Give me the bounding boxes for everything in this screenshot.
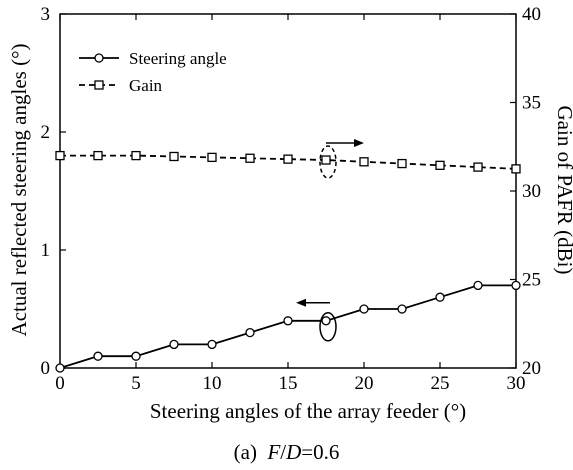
y-right-axis-ticks: 20 25 30 35 40: [510, 4, 541, 379]
data-point-steering-angle: [321, 316, 331, 326]
data-point-gain: [245, 153, 255, 163]
data-point-gain: [207, 152, 217, 163]
y-right-tick-label: 25: [522, 270, 541, 291]
data-point-steering-angle: [435, 292, 445, 302]
data-point-gain: [169, 151, 179, 162]
y-tick-label: 2: [41, 122, 51, 143]
y-axis-ticks: 0 1 2 3: [41, 4, 66, 379]
data-point-gain: [283, 154, 293, 164]
annotation-ellipse-right: [319, 145, 337, 179]
legend-label-steering-angle: Steering angle: [129, 49, 227, 68]
data-point-gain: [131, 150, 141, 161]
legend-marker-gain: [94, 80, 104, 90]
series-line-steering-angle: [59, 284, 516, 369]
x-tick-label: 10: [203, 373, 222, 394]
data-point-steering-angle: [55, 363, 65, 373]
caption-f: F: [267, 440, 281, 464]
y-axis-label: Actual reflected steering angles (°): [7, 44, 31, 337]
data-point-gain: [321, 155, 331, 165]
x-tick-label: 30: [507, 373, 526, 394]
x-axis-ticks: 0 5 10 15 20 25 30: [55, 14, 526, 394]
legend-label-gain: Gain: [129, 76, 163, 95]
series-layer: [55, 150, 521, 373]
data-point-gain: [359, 157, 369, 167]
data-point-gain: [473, 162, 483, 172]
y-right-tick-label: 30: [522, 181, 541, 202]
legend: Steering angle Gain: [79, 49, 227, 95]
data-point-gain: [55, 150, 65, 161]
x-tick-label: 5: [131, 373, 141, 394]
data-point-gain: [511, 164, 521, 174]
data-point-steering-angle: [131, 351, 141, 361]
x-tick-label: 15: [279, 373, 298, 394]
x-tick-label: 25: [431, 373, 450, 394]
x-tick-label: 20: [355, 373, 374, 394]
data-point-steering-angle: [245, 327, 255, 338]
y-tick-label: 3: [41, 4, 51, 25]
x-axis-label: Steering angles of the array feeder (°): [150, 399, 466, 423]
figure-caption: (a) F/D=0.6: [0, 440, 573, 465]
caption-prefix: (a): [233, 440, 257, 464]
caption-value: =0.6: [301, 440, 340, 464]
annotation-arrow-left-head: [296, 298, 306, 307]
data-point-steering-angle: [359, 304, 369, 314]
data-point-steering-angle: [169, 339, 179, 350]
y-tick-label: 0: [41, 358, 51, 379]
y-tick-label: 1: [41, 240, 51, 261]
y-right-tick-label: 20: [522, 358, 541, 379]
y-right-axis-label: Gain of PAFR (dBi): [553, 106, 573, 275]
data-point-gain: [435, 160, 445, 170]
y-right-tick-label: 40: [522, 4, 541, 25]
y-right-tick-label: 35: [522, 93, 541, 114]
data-point-steering-angle: [397, 304, 407, 314]
legend-marker-steering-angle: [94, 53, 104, 63]
annotation-layer: [296, 139, 364, 342]
data-point-steering-angle: [93, 351, 103, 361]
data-point-gain: [397, 158, 407, 169]
data-point-steering-angle: [207, 339, 217, 350]
data-point-gain: [93, 150, 103, 161]
data-point-steering-angle: [511, 280, 521, 291]
x-tick-label: 0: [55, 373, 65, 394]
data-point-steering-angle: [283, 316, 293, 326]
caption-slash: /: [280, 440, 287, 464]
data-point-steering-angle: [473, 280, 483, 291]
caption-d: D: [286, 440, 302, 464]
annotation-ellipse-left: [319, 312, 337, 342]
annotation-arrow-right-head: [354, 139, 364, 148]
